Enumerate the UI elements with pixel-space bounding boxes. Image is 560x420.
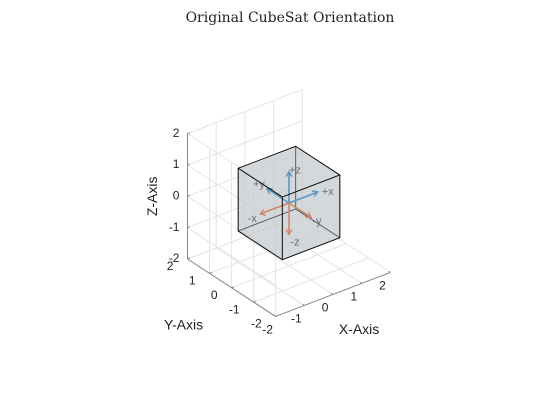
y-tick-label: 0 bbox=[211, 288, 218, 302]
body-axis-label-plusminus-z: +z bbox=[289, 165, 301, 177]
x-tick-mark bbox=[359, 281, 363, 284]
z-tick-mark bbox=[187, 163, 190, 166]
z-axis-label: Z-Axis bbox=[144, 176, 160, 216]
body-axis-label-plusminus-x: +x bbox=[322, 186, 334, 198]
z-tick-label: -2 bbox=[169, 251, 180, 265]
x-axis-label: X-Axis bbox=[339, 321, 379, 337]
grid-line-wally-z bbox=[187, 120, 303, 166]
body-axis-plusminus-y bbox=[266, 187, 290, 204]
x-tick-label: 2 bbox=[379, 279, 386, 293]
y-tick-mark bbox=[275, 315, 279, 317]
grid-line-floor-y bbox=[209, 228, 325, 274]
z-tick-label: 1 bbox=[173, 157, 180, 171]
y-tick-mark bbox=[231, 286, 235, 289]
cube-face-front-y bbox=[281, 174, 341, 261]
x-tick-mark bbox=[331, 292, 334, 295]
body-axis-label-plusminus-y: +y bbox=[253, 179, 265, 191]
z-tick-mark bbox=[187, 257, 190, 260]
body-axis-arrowhead-minus-x bbox=[259, 208, 267, 216]
grid-line-wallx-z bbox=[187, 227, 276, 286]
body-axis-arrowhead-plusminus-z bbox=[285, 170, 293, 178]
grid-line-floor-y bbox=[253, 257, 369, 303]
chart-title: Original CubeSat Orientation bbox=[186, 10, 395, 26]
body-axis-label-minus-x: -x bbox=[248, 213, 258, 225]
x-tick-mark bbox=[273, 314, 276, 317]
body-axis-arrowhead-plusminus-y bbox=[265, 187, 273, 195]
body-axis-label-minus-z: -z bbox=[290, 236, 299, 248]
grid-line-wallx-z bbox=[187, 195, 276, 255]
z-tick-mark bbox=[187, 132, 190, 135]
x-tick-label: -1 bbox=[291, 312, 302, 326]
y-tick-label: -2 bbox=[251, 317, 262, 331]
body-axis-arrowhead-plusminus-x bbox=[311, 190, 319, 198]
grid-line-wally-z bbox=[187, 151, 303, 197]
grid-line-wally-z bbox=[187, 89, 303, 135]
body-axis-arrowhead-minus-z bbox=[285, 228, 293, 236]
z-tick-mark bbox=[187, 226, 190, 229]
x-tick-mark bbox=[302, 303, 305, 306]
x-tick-label: -2 bbox=[262, 323, 273, 337]
x-tick-label: 0 bbox=[322, 301, 329, 315]
y-tick-label: 1 bbox=[189, 274, 196, 288]
y-tick-label: 2 bbox=[167, 259, 174, 273]
y-tick-mark bbox=[253, 300, 257, 303]
body-axis-plusminus-x bbox=[288, 191, 319, 204]
x-tick-mark bbox=[388, 270, 391, 273]
body-axis-arrowhead-minus-y bbox=[305, 211, 313, 219]
y-axis-label: Y-Axis bbox=[164, 316, 203, 332]
z-tick-label: 2 bbox=[173, 126, 180, 140]
body-axis-label-minus-y: -y bbox=[312, 215, 322, 227]
z-tick-mark bbox=[187, 194, 190, 197]
z-tick-label: -1 bbox=[169, 220, 180, 234]
x-tick-label: 1 bbox=[350, 290, 357, 304]
grid-line-wally-z bbox=[187, 214, 303, 260]
y-tick-label: -1 bbox=[229, 302, 240, 316]
grid-line-wallx-z bbox=[187, 133, 276, 192]
grid-line-floor-y bbox=[231, 243, 347, 289]
body-axis-minus-x bbox=[259, 202, 290, 215]
body-axis-minus-y bbox=[288, 202, 312, 219]
y-tick-mark bbox=[209, 272, 213, 274]
grid-line-wally-z bbox=[187, 183, 303, 229]
z-tick-label: 0 bbox=[173, 188, 180, 202]
